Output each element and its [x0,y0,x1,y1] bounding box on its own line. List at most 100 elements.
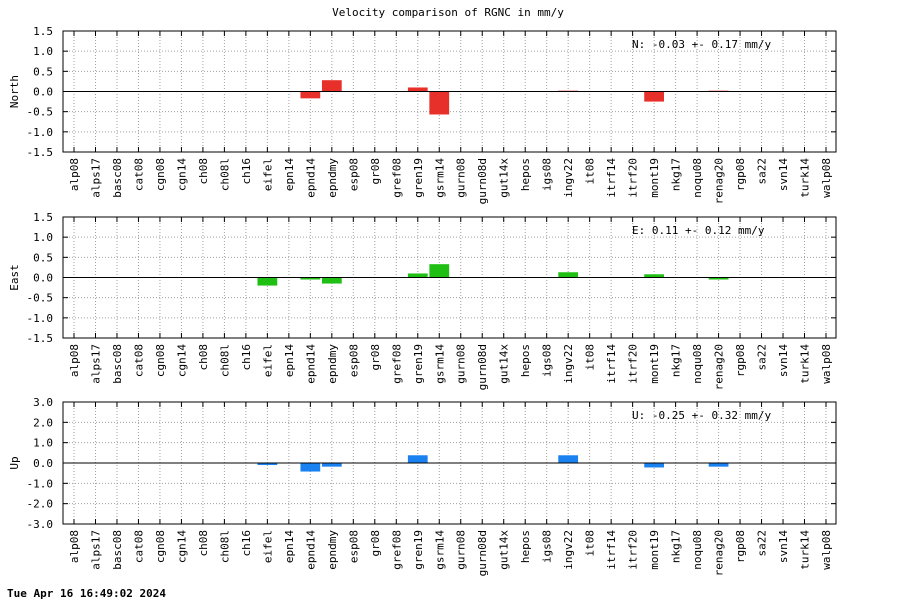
x-tick-label: alp08 [68,530,81,563]
x-tick-label: gsrm14 [433,344,446,384]
bar-east [429,264,450,278]
y-tick-label: 0.0 [33,457,53,470]
x-tick-label: alps17 [89,530,102,570]
x-tick-label: gurn08 [455,158,468,198]
x-tick-label: rgp08 [734,530,747,563]
x-tick-label: gref08 [390,530,403,570]
x-tick-label: gsrm14 [433,158,446,198]
x-tick-label: sa22 [756,344,769,371]
y-tick-label: 0.0 [33,272,53,285]
bar-east [300,277,321,280]
x-tick-label: cgn14 [175,344,188,377]
x-tick-label: nkg17 [670,530,683,563]
x-tick-label: renag20 [713,530,726,576]
y-tick-label: -2.0 [27,498,54,511]
x-tick-label: esp08 [347,344,360,377]
x-tick-label: turk14 [799,158,812,198]
x-tick-label: gr08 [369,530,382,557]
x-tick-label: sa22 [756,530,769,557]
footer-timestamp: Tue Apr 16 16:49:02 2024 [7,587,166,600]
bar-up [644,463,664,468]
x-tick-label: alps17 [89,344,102,384]
bar-up [558,455,579,463]
y-tick-label: 2.0 [33,416,53,429]
x-tick-label: gsrm14 [433,530,446,570]
x-tick-label: gren19 [412,530,425,570]
summary-annotation: N: -0.03 +- 0.17 mm/y [632,38,771,51]
x-tick-label: cgn14 [175,158,188,191]
x-tick-label: itrf20 [627,530,640,570]
y-tick-label: 1.5 [33,211,53,224]
x-tick-label: renag20 [713,344,726,390]
x-tick-label: itrf20 [627,344,640,384]
x-tick-label: it08 [584,530,597,557]
summary-annotation: E: 0.11 +- 0.12 mm/y [632,224,765,237]
y-tick-label: 1.0 [33,231,53,244]
x-tick-label: ch08 [197,530,210,557]
x-tick-label: it08 [584,344,597,371]
x-tick-label: turk14 [799,530,812,570]
x-tick-label: gut14x [498,158,511,198]
x-tick-label: rgp08 [734,344,747,377]
bar-east [644,274,664,278]
x-tick-label: gref08 [390,158,403,198]
y-tick-label: -1.0 [27,126,54,139]
x-tick-label: renag20 [713,158,726,204]
y-tick-label: 1.0 [33,45,53,58]
x-tick-label: gurn08 [455,344,468,384]
bar-north [644,91,664,102]
x-tick-label: svn14 [777,530,790,563]
y-tick-label: -1.0 [27,477,54,490]
x-tick-label: ingv22 [562,158,575,198]
x-tick-label: cat08 [132,344,145,377]
bar-north [300,91,321,99]
x-tick-label: noqu08 [691,530,704,570]
x-tick-label: nkg17 [670,158,683,191]
x-tick-label: alp08 [68,158,81,191]
x-tick-label: walp08 [820,158,833,198]
x-tick-label: noqu08 [691,344,704,384]
x-tick-label: igs08 [541,530,554,563]
y-tick-label: 0.5 [33,65,53,78]
y-tick-label: -3.0 [27,518,54,531]
x-tick-label: ch08 [197,158,210,185]
x-tick-label: itrf20 [627,158,640,198]
x-tick-label: gr08 [369,344,382,371]
x-tick-label: epnd14 [304,530,317,570]
x-tick-label: gut14x [498,530,511,570]
bar-up [708,463,729,467]
x-tick-label: sa22 [756,158,769,185]
x-tick-label: hepos [519,530,532,563]
y-axis-label: Up [8,456,21,469]
x-tick-label: epndmy [326,530,339,570]
x-tick-label: gurn08d [476,530,489,576]
x-tick-label: hepos [519,158,532,191]
x-tick-label: ch08l [218,158,231,191]
y-tick-label: -0.5 [27,292,54,305]
x-tick-label: basc08 [111,344,124,384]
x-tick-label: ingv22 [562,530,575,570]
x-tick-label: eifel [261,158,274,191]
x-tick-label: ch08l [218,530,231,563]
x-tick-label: cgn08 [154,344,167,377]
x-tick-label: ch16 [240,344,253,371]
x-tick-label: mont19 [648,530,661,570]
x-tick-label: epndmy [326,158,339,198]
x-tick-label: ingv22 [562,344,575,384]
x-tick-label: mont19 [648,158,661,198]
plot-frame [62,30,837,153]
x-tick-label: epn14 [283,158,296,191]
x-tick-label: alp08 [68,344,81,377]
x-tick-label: gurn08d [476,344,489,390]
y-axis-label: North [8,75,21,108]
bar-east [407,273,428,278]
x-tick-label: cgn08 [154,530,167,563]
bar-up [407,455,428,463]
x-tick-label: itrf14 [605,158,618,198]
x-tick-label: turk14 [799,344,812,384]
bar-east [321,277,342,284]
y-tick-label: -0.5 [27,106,54,119]
x-tick-label: epndmy [326,344,339,384]
